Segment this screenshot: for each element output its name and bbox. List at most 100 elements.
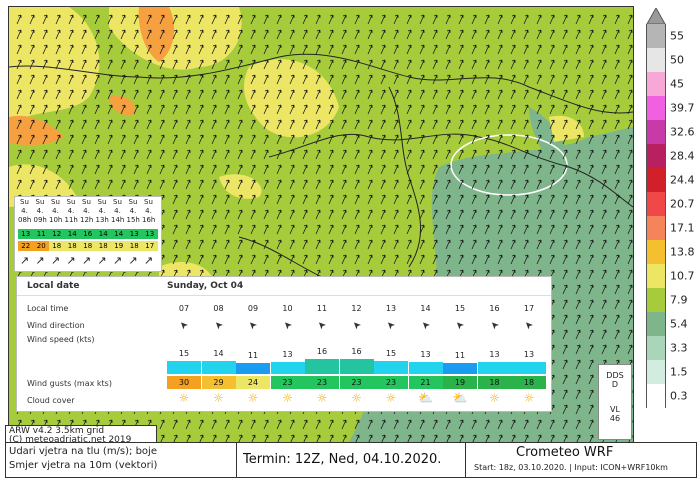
- wind-arrow: [185, 14, 191, 25]
- wind-arrow: [29, 149, 35, 160]
- hour-label: 16: [489, 304, 500, 313]
- wind-speed-bar: [477, 362, 512, 374]
- wind-arrow: [224, 419, 230, 430]
- wind-arrow: [120, 164, 126, 175]
- legend-label: 45: [670, 77, 684, 91]
- wind-arrow: [523, 14, 529, 25]
- wind-arrow: [81, 179, 87, 190]
- wind-arrow: [407, 434, 412, 442]
- wind-arrow: [341, 74, 347, 85]
- legend-swatch: [646, 360, 666, 384]
- wind-arrow: [315, 164, 321, 175]
- wind-arrow: [588, 224, 594, 235]
- wind-arrow: [446, 434, 451, 442]
- mini-date-cell: 4.: [98, 207, 106, 215]
- wind-arrow: [549, 89, 555, 100]
- legend-swatch: [646, 192, 666, 216]
- wind-arrow: [289, 104, 295, 115]
- legend-label: 28.4: [670, 149, 695, 163]
- wind-arrow: [159, 164, 165, 175]
- legend-swatch: [646, 24, 666, 48]
- legend-swatch: [646, 168, 666, 192]
- wind-speed-bar: [374, 361, 408, 374]
- wind-arrow: [510, 74, 516, 85]
- wind-arrow: [380, 179, 386, 190]
- wind-arrow: [42, 164, 48, 175]
- wind-arrow: [277, 434, 282, 442]
- wind-arrow: [328, 179, 334, 190]
- wind-arrow: [432, 59, 438, 70]
- wind-arrow: [627, 284, 633, 295]
- wind-arrow: [276, 164, 282, 175]
- wind-arrow: [484, 209, 490, 220]
- wind-arrow: [341, 14, 347, 25]
- wind-arrow: [393, 104, 399, 115]
- wind-arrow: [237, 194, 243, 205]
- wind-arrow: [419, 224, 425, 235]
- wind-arrow: [484, 224, 490, 235]
- wind-direction-label: Wind direction: [27, 321, 85, 330]
- wind-arrow: [562, 404, 568, 415]
- wind-arrow: [329, 434, 334, 442]
- wind-arrow: [29, 179, 35, 190]
- wind-direction-arrow: ➤: [211, 317, 226, 332]
- wind-arrow: [367, 194, 373, 205]
- legend-label: 55: [670, 29, 684, 43]
- wind-arrow: [601, 344, 607, 355]
- wind-arrow: [575, 239, 581, 250]
- wind-direction-arrow: ➤: [177, 317, 191, 332]
- wind-arrow: [562, 164, 568, 175]
- wind-arrow: [315, 254, 321, 265]
- wind-speed-value: 14: [213, 349, 224, 358]
- wind-arrow: [185, 119, 191, 130]
- wind-arrow: [472, 434, 477, 442]
- wind-arrow: [406, 44, 412, 55]
- wind-arrow: [172, 419, 178, 430]
- wind-arrow: [263, 254, 269, 265]
- wind-arrow: [459, 434, 464, 442]
- mini-day-cell: Su: [20, 198, 29, 206]
- wind-arrow: [458, 194, 464, 205]
- wind-arrow: [458, 89, 464, 100]
- wind-arrow: [68, 104, 74, 115]
- wind-arrow: [614, 59, 620, 70]
- wind-arrow: [367, 74, 373, 85]
- wind-arrow: [341, 44, 347, 55]
- wind-arrow: [614, 209, 620, 220]
- legend-swatch: [646, 264, 666, 288]
- wind-arrow: [354, 74, 360, 85]
- wind-arrow: [146, 149, 152, 160]
- wind-gusts-label: Wind gusts (max kts): [27, 379, 112, 388]
- wind-arrow: [471, 239, 477, 250]
- wind-arrow: [42, 44, 48, 55]
- wind-speed-value: 11: [247, 351, 259, 360]
- mini-day-cell: Su: [51, 198, 60, 206]
- wind-arrow: [393, 419, 399, 430]
- wind-arrow: [133, 164, 139, 175]
- wind-arrow: [289, 224, 295, 235]
- wind-arrow: [42, 29, 48, 40]
- wind-arrow: [42, 14, 48, 25]
- wind-speed-value: 15: [385, 349, 397, 358]
- wind-arrow: [510, 254, 516, 265]
- wind-arrow: [484, 44, 490, 55]
- wind-arrow: [497, 89, 503, 100]
- wind-arrow: [419, 29, 425, 40]
- wind-arrow: [484, 29, 490, 40]
- wind-speed-value: 13: [523, 350, 535, 359]
- wind-arrow: [575, 149, 581, 160]
- wind-arrow: [185, 29, 191, 40]
- wind-arrow: [549, 14, 555, 25]
- wind-arrow: [328, 419, 334, 430]
- wind-arrow: [549, 149, 555, 160]
- wind-arrow: [276, 74, 282, 85]
- wind-arrow: [29, 59, 35, 70]
- wind-arrow: [172, 29, 178, 40]
- wind-arrow: [562, 254, 568, 265]
- wind-arrow: [588, 269, 594, 280]
- wind-arrow: [341, 419, 347, 430]
- wind-arrow: [198, 89, 204, 100]
- wind-arrow: [160, 434, 165, 442]
- wind-arrow: [562, 419, 568, 430]
- legend-label: 1.5: [670, 365, 688, 379]
